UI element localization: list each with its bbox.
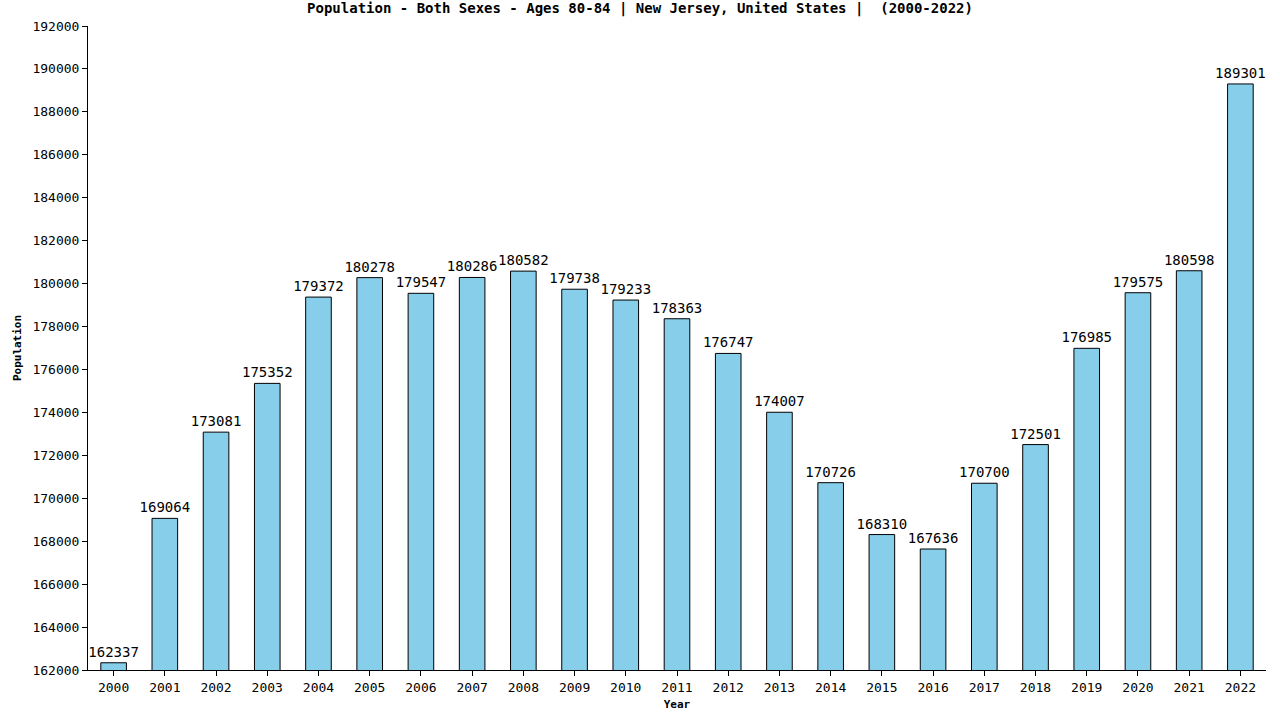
svg-text:Population: Population <box>11 315 24 381</box>
svg-text:2001: 2001 <box>149 680 180 695</box>
svg-text:179372: 179372 <box>293 278 344 294</box>
svg-text:179547: 179547 <box>396 274 447 290</box>
svg-text:2005: 2005 <box>354 680 385 695</box>
svg-text:178000: 178000 <box>32 319 79 334</box>
svg-text:180286: 180286 <box>447 258 498 274</box>
svg-text:175352: 175352 <box>242 364 293 380</box>
svg-text:2003: 2003 <box>252 680 283 695</box>
svg-text:2012: 2012 <box>713 680 744 695</box>
svg-text:170000: 170000 <box>32 491 79 506</box>
svg-text:2002: 2002 <box>200 680 231 695</box>
svg-text:179738: 179738 <box>549 270 600 286</box>
svg-text:176747: 176747 <box>703 334 754 350</box>
svg-text:164000: 164000 <box>32 620 79 635</box>
svg-text:2021: 2021 <box>1174 680 1205 695</box>
svg-text:176000: 176000 <box>32 362 79 377</box>
svg-text:Population - Both Sexes - Ages: Population - Both Sexes - Ages 80-84 | N… <box>307 0 973 17</box>
svg-text:174000: 174000 <box>32 405 79 420</box>
svg-text:167636: 167636 <box>908 530 959 546</box>
svg-text:180598: 180598 <box>1164 252 1215 268</box>
svg-text:179575: 179575 <box>1113 274 1164 290</box>
svg-text:179233: 179233 <box>600 281 651 297</box>
svg-text:2006: 2006 <box>405 680 436 695</box>
svg-text:2019: 2019 <box>1071 680 1102 695</box>
svg-text:168310: 168310 <box>857 516 908 532</box>
svg-text:2004: 2004 <box>303 680 334 695</box>
svg-text:2022: 2022 <box>1225 680 1256 695</box>
svg-text:180000: 180000 <box>32 276 79 291</box>
svg-text:186000: 186000 <box>32 147 79 162</box>
svg-text:176985: 176985 <box>1061 329 1112 345</box>
svg-text:2018: 2018 <box>1020 680 1051 695</box>
svg-text:192000: 192000 <box>32 19 79 34</box>
svg-text:162000: 162000 <box>32 663 79 678</box>
svg-text:182000: 182000 <box>32 233 79 248</box>
svg-text:184000: 184000 <box>32 190 79 205</box>
svg-text:180278: 180278 <box>344 259 395 275</box>
svg-text:2010: 2010 <box>610 680 641 695</box>
svg-text:2015: 2015 <box>866 680 897 695</box>
svg-text:Year: Year <box>664 698 691 711</box>
svg-text:172501: 172501 <box>1010 426 1061 442</box>
svg-text:188000: 188000 <box>32 104 79 119</box>
svg-text:2017: 2017 <box>969 680 1000 695</box>
svg-text:2009: 2009 <box>559 680 590 695</box>
svg-text:2007: 2007 <box>456 680 487 695</box>
svg-text:178363: 178363 <box>652 300 703 316</box>
svg-text:2016: 2016 <box>917 680 948 695</box>
svg-text:170726: 170726 <box>805 464 856 480</box>
svg-text:2000: 2000 <box>98 680 129 695</box>
svg-text:2020: 2020 <box>1122 680 1153 695</box>
svg-text:2014: 2014 <box>815 680 846 695</box>
svg-text:173081: 173081 <box>191 413 242 429</box>
svg-text:172000: 172000 <box>32 448 79 463</box>
svg-text:2011: 2011 <box>661 680 692 695</box>
svg-text:162337: 162337 <box>88 644 139 660</box>
svg-text:174007: 174007 <box>754 393 805 409</box>
svg-text:189301: 189301 <box>1215 65 1266 81</box>
svg-text:168000: 168000 <box>32 534 79 549</box>
svg-text:2008: 2008 <box>508 680 539 695</box>
svg-text:170700: 170700 <box>959 464 1010 480</box>
svg-text:2013: 2013 <box>764 680 795 695</box>
svg-text:190000: 190000 <box>32 61 79 76</box>
svg-text:180582: 180582 <box>498 252 549 268</box>
svg-text:166000: 166000 <box>32 577 79 592</box>
svg-text:169064: 169064 <box>140 499 191 515</box>
